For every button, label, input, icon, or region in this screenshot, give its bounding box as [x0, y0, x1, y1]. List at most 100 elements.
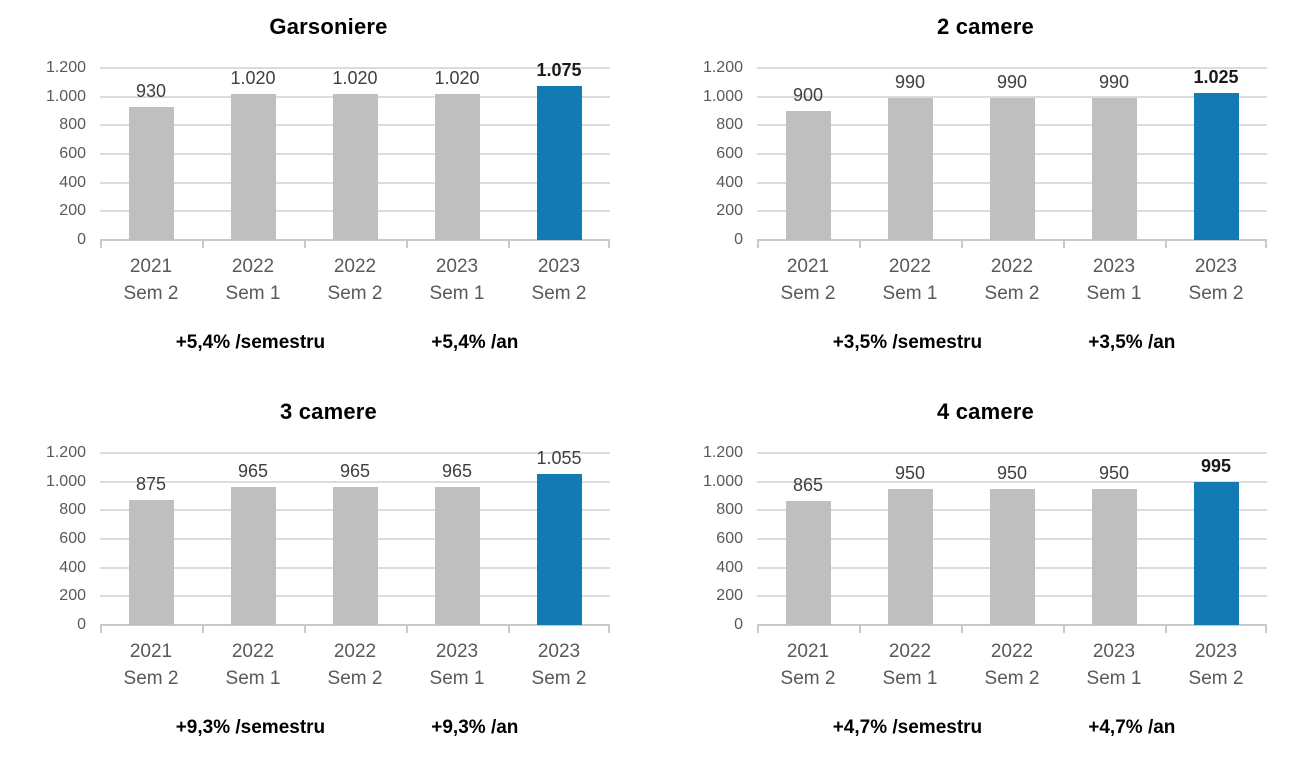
bar-value-label: 950 [894, 462, 926, 483]
x-axis-category-label: 2022 Sem 2 [304, 253, 406, 307]
x-axis-category-label: 2023 Sem 2 [508, 253, 610, 307]
y-axis-tick-label: 200 [59, 202, 86, 220]
x-axis-category-semester: Sem 2 [327, 668, 383, 689]
chart-panel-2-camere: 2 camere 1.200 1.000 800 600 400 200 0 900 990 9… [657, 0, 1314, 385]
annotation-semester: +3,5% /semestru [832, 332, 983, 353]
y-axis: 1.200 1.000 800 600 400 200 0 [0, 444, 86, 633]
y-axis-tick-label: 400 [716, 558, 743, 576]
x-axis-category-semester: Sem 1 [1086, 283, 1142, 304]
annotations-row: +9,3% /semestru +9,3% /an [100, 717, 610, 745]
x-axis-tick [1063, 241, 1065, 248]
x-axis-tick [1165, 241, 1167, 248]
x-axis-category-semester: Sem 2 [531, 283, 587, 304]
x-axis: 2021 Sem 2 2022 Sem 1 2022 Sem 2 2023 Sem 1 2023… [757, 253, 1267, 307]
y-axis-tick-label: 200 [716, 202, 743, 220]
x-axis-category-year: 2023 [1194, 256, 1238, 277]
chart-title: Garsoniere [269, 14, 388, 39]
x-axis-category-semester: Sem 2 [123, 668, 179, 689]
annotation-year: +9,3% /an [431, 717, 519, 738]
x-axis-category-label: 2022 Sem 1 [202, 253, 304, 307]
bar-2023-sem-2 [1193, 482, 1239, 625]
y-axis-tick-label: 0 [77, 616, 86, 633]
bar-value-label: 965 [237, 460, 269, 481]
annotation-year: +5,4% /an [431, 332, 519, 353]
y-axis-tick-label: 1.000 [45, 472, 86, 490]
y-axis-tick-label: 1.200 [702, 59, 743, 76]
annotation-year: +4,7% /an [1088, 717, 1176, 738]
x-axis-category-label: 2022 Sem 2 [961, 638, 1063, 692]
y-axis-tick-label: 600 [59, 530, 86, 547]
x-axis: 2021 Sem 2 2022 Sem 1 2022 Sem 2 2023 Sem 1 2023… [100, 253, 610, 307]
x-axis: 2021 Sem 2 2022 Sem 1 2022 Sem 2 2023 Sem 1 2023… [757, 638, 1267, 692]
y-axis: 1.200 1.000 800 600 400 200 0 [0, 59, 86, 248]
bar-value-label: 1.075 [536, 59, 582, 80]
y-axis-tick-label: 800 [716, 501, 743, 519]
annotations-row: +4,7% /semestru +4,7% /an [757, 717, 1267, 745]
bar-2021-sem-2 [785, 111, 831, 240]
chart-panel-4-camere: 4 camere 1.200 1.000 800 600 400 200 0 865 950 9… [657, 385, 1314, 770]
x-axis-tick [1265, 241, 1267, 248]
y-axis-tick-label: 0 [734, 231, 743, 248]
y-axis-tick-label: 1.200 [45, 59, 86, 76]
x-axis-category-semester: Sem 2 [984, 668, 1040, 689]
chart-title: 4 camere [936, 399, 1034, 424]
y-axis-tick-label: 200 [716, 587, 743, 605]
y-axis-tick-label: 400 [59, 558, 86, 576]
x-axis-category-year: 2021 [129, 256, 173, 277]
bar-2021-sem-2 [128, 499, 174, 625]
x-axis-category-label: 2023 Sem 1 [406, 253, 508, 307]
x-axis-category-year: 2023 [537, 256, 581, 277]
x-axis-category-semester: Sem 1 [225, 283, 281, 304]
x-axis-category-label: 2022 Sem 1 [202, 638, 304, 692]
y-axis-tick-label: 1.000 [702, 87, 743, 105]
bar-2023-sem-2 [1193, 93, 1239, 240]
y-axis: 1.200 1.000 800 600 400 200 0 [657, 444, 743, 633]
bar-value-label: 990 [1098, 72, 1130, 93]
x-axis-category-year: 2023 [1092, 256, 1136, 277]
x-axis-category-semester: Sem 2 [327, 283, 383, 304]
plot-area: 930 1.020 1.020 1.020 1.075 [100, 60, 610, 248]
x-axis-tick [100, 241, 102, 248]
x-axis-line [100, 239, 610, 241]
x-axis-category-label: 2023 Sem 1 [1063, 253, 1165, 307]
chart-title: 2 camere [936, 14, 1034, 39]
x-axis-tick [100, 626, 102, 633]
x-axis-category-label: 2022 Sem 1 [859, 638, 961, 692]
x-axis-category-semester: Sem 2 [984, 283, 1040, 304]
x-axis-category-label: 2021 Sem 2 [757, 638, 859, 692]
bar-2023-sem-1 [434, 93, 480, 240]
plot-area: 865 950 950 950 995 [757, 452, 1267, 633]
bar-value-label: 995 [1200, 456, 1232, 477]
bar-value-label: 900 [792, 85, 824, 105]
x-axis-tick [608, 626, 610, 633]
gridline [757, 67, 1267, 69]
y-axis-tick-label: 1.000 [702, 472, 743, 490]
x-axis-tick [406, 626, 408, 633]
bar-2023-sem-2 [536, 473, 582, 625]
y-axis-tick-label: 600 [716, 530, 743, 547]
bar-2022-sem-2 [989, 98, 1035, 240]
bar-2023-sem-2 [536, 85, 582, 240]
bar-value-label: 965 [441, 460, 473, 481]
bar-value-label: 1.055 [536, 447, 582, 468]
x-axis-tick [304, 241, 306, 248]
x-axis-category-label: 2023 Sem 2 [1165, 638, 1267, 692]
bar-value-label: 950 [996, 462, 1028, 483]
y-axis-tick-label: 0 [77, 231, 86, 248]
x-axis-tick [1063, 626, 1065, 633]
annotation-semester: +4,7% /semestru [832, 717, 983, 738]
x-axis-category-semester: Sem 1 [429, 283, 485, 304]
x-axis-line [757, 624, 1267, 626]
bar-value-label: 1.020 [230, 67, 276, 88]
chart-panel-3-camere: 3 camere 1.200 1.000 800 600 400 200 0 875 965 9… [0, 385, 657, 770]
x-axis-category-year: 2022 [888, 641, 932, 662]
x-axis-category-label: 2023 Sem 2 [508, 638, 610, 692]
x-axis-category-year: 2023 [435, 256, 479, 277]
x-axis-category-label: 2021 Sem 2 [757, 253, 859, 307]
x-axis-line [757, 239, 1267, 241]
y-axis-tick-label: 0 [734, 616, 743, 633]
gridline [100, 480, 610, 483]
gridline [757, 452, 1267, 454]
x-axis-category-label: 2021 Sem 2 [100, 638, 202, 692]
